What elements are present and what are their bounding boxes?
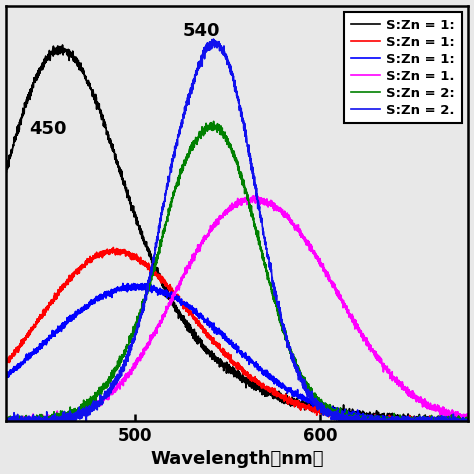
S:Zn = 2:: [3, 419, 9, 424]
Text: 540: 540: [183, 22, 220, 39]
S:Zn = 1:: [83, 74, 89, 80]
S:Zn = 1.: [465, 415, 471, 420]
S:Zn = 1.: [250, 193, 256, 199]
S:Zn = 1:: [83, 258, 89, 264]
S:Zn = 1:: [465, 415, 471, 421]
S:Zn = 1:: [55, 48, 61, 54]
S:Zn = 2.: [201, 47, 206, 53]
S:Zn = 1:: [181, 318, 186, 324]
S:Zn = 1:: [181, 305, 186, 311]
S:Zn = 1.: [201, 237, 206, 242]
S:Zn = 1:: [465, 418, 471, 424]
S:Zn = 1.: [55, 415, 61, 420]
S:Zn = 2.: [83, 411, 89, 417]
S:Zn = 2.: [210, 36, 216, 42]
S:Zn = 1.: [457, 413, 463, 419]
S:Zn = 2.: [3, 419, 9, 424]
S:Zn = 1.: [3, 419, 9, 424]
S:Zn = 1:: [60, 42, 65, 48]
S:Zn = 1:: [201, 314, 206, 319]
S:Zn = 1:: [181, 301, 186, 307]
S:Zn = 1.: [181, 273, 186, 279]
S:Zn = 1:: [457, 419, 463, 424]
S:Zn = 2:: [55, 413, 61, 419]
S:Zn = 1.: [407, 390, 413, 396]
S:Zn = 1:: [201, 346, 206, 352]
S:Zn = 1.: [83, 403, 89, 409]
S:Zn = 2:: [407, 419, 413, 424]
S:Zn = 1:: [457, 419, 463, 424]
S:Zn = 1:: [55, 328, 61, 334]
S:Zn = 2.: [407, 419, 412, 424]
S:Zn = 1:: [365, 419, 371, 424]
S:Zn = 1:: [407, 415, 413, 420]
Line: S:Zn = 1:: S:Zn = 1:: [6, 247, 468, 421]
S:Zn = 1:: [110, 245, 116, 250]
Legend: S:Zn = 1:, S:Zn = 1:, S:Zn = 1:, S:Zn = 1., S:Zn = 2:, S:Zn = 2.: S:Zn = 1:, S:Zn = 1:, S:Zn = 1:, S:Zn = …: [344, 12, 462, 123]
S:Zn = 2:: [83, 403, 89, 409]
S:Zn = 1:: [407, 418, 413, 424]
S:Zn = 1:: [465, 417, 471, 423]
Line: S:Zn = 1:: S:Zn = 1:: [6, 283, 468, 421]
S:Zn = 1:: [3, 361, 9, 366]
S:Zn = 2.: [456, 418, 462, 423]
S:Zn = 1:: [55, 292, 61, 298]
S:Zn = 1:: [371, 419, 377, 424]
S:Zn = 2:: [181, 165, 186, 171]
S:Zn = 1:: [83, 303, 89, 309]
X-axis label: Wavelength（nm）: Wavelength（nm）: [150, 450, 324, 468]
S:Zn = 2:: [211, 118, 217, 124]
S:Zn = 1:: [3, 373, 9, 378]
S:Zn = 1:: [201, 328, 206, 333]
Line: S:Zn = 1.: S:Zn = 1.: [6, 196, 468, 421]
S:Zn = 2:: [3, 416, 9, 421]
Line: S:Zn = 2.: S:Zn = 2.: [6, 39, 468, 421]
S:Zn = 1:: [3, 168, 9, 173]
S:Zn = 2:: [465, 417, 471, 422]
S:Zn = 2:: [457, 419, 463, 424]
S:Zn = 1:: [120, 281, 126, 286]
S:Zn = 2.: [55, 419, 61, 424]
Line: S:Zn = 2:: S:Zn = 2:: [6, 121, 468, 421]
S:Zn = 2.: [465, 419, 471, 424]
S:Zn = 1:: [369, 419, 375, 424]
S:Zn = 2:: [201, 128, 206, 134]
Line: S:Zn = 1:: S:Zn = 1:: [6, 45, 468, 421]
S:Zn = 1:: [407, 418, 413, 424]
S:Zn = 1.: [3, 418, 9, 424]
Text: 450: 450: [29, 120, 67, 138]
S:Zn = 2.: [180, 114, 186, 120]
S:Zn = 1:: [457, 419, 463, 424]
